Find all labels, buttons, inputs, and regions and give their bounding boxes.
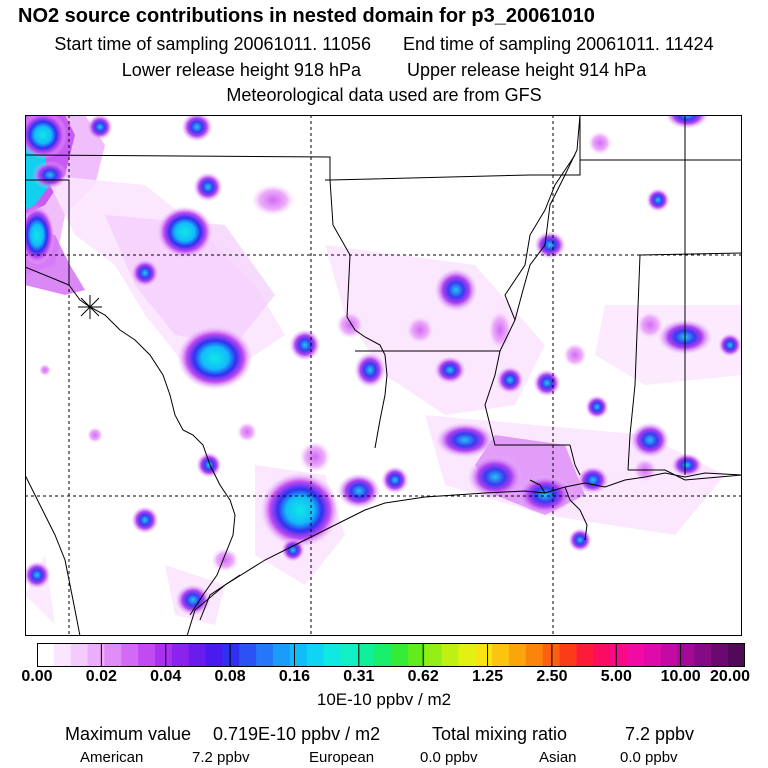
colorbar-swatch <box>306 643 325 667</box>
region-asian-value: 0.0 ppbv <box>620 749 678 766</box>
hotspots <box>25 115 742 616</box>
colorbar-swatch <box>53 643 72 667</box>
colorbar-swatch <box>576 643 594 667</box>
colorbar-swatch <box>458 643 476 667</box>
colorbar-swatch <box>492 643 510 667</box>
colorbar-swatch <box>155 643 173 667</box>
max-value: 0.719E-10 ppbv / m2 <box>213 724 381 744</box>
lower-release-label: Lower release height <box>121 60 289 80</box>
colorbar-swatch <box>424 643 443 667</box>
upper-release-label: Upper release height <box>407 60 575 80</box>
colorbar-swatch <box>256 643 274 667</box>
region-european-label: European <box>309 749 375 766</box>
colorbar-swatch <box>660 643 679 667</box>
colorbar-swatch <box>694 643 712 667</box>
colorbar-swatch <box>593 643 611 667</box>
colorbar-tick-label: 20.00 <box>709 668 751 685</box>
lat-lon-grid <box>25 115 742 636</box>
colorbar-units: 10E-10 ppbv / m2 <box>316 690 452 709</box>
colorbar-swatch <box>391 643 409 667</box>
colorbar-swatch <box>171 643 190 667</box>
country-border <box>25 284 236 636</box>
colorbar-tick-label: 0.62 <box>407 668 439 685</box>
region-american-label: American <box>80 749 144 766</box>
receptor-marker <box>78 295 102 319</box>
colorbar-swatch <box>610 643 628 667</box>
colorbar <box>37 643 745 667</box>
colorbar-swatch <box>677 643 695 667</box>
colorbar-frame <box>37 643 745 667</box>
map-title: NO2 source contributions in nested domai… <box>18 5 595 27</box>
colorbar-tick-label: 5.00 <box>600 668 632 685</box>
total-mixing-value: 7.2 ppbv <box>625 724 695 744</box>
colorbar-swatch <box>37 643 55 667</box>
sampling-info: Start time of sampling 20061011. 11056 E… <box>0 34 768 55</box>
upper-release-value: 914 hPa <box>579 60 647 80</box>
map-panel <box>25 115 742 636</box>
region-european-value: 0.0 ppbv <box>420 749 478 766</box>
colorbar-tick-label: 0.00 <box>21 668 53 685</box>
colorbar-tick-label: 0.02 <box>85 668 117 685</box>
colorbar-tick-label: 0.08 <box>214 668 246 685</box>
met-data-note: Meteorological data used are from GFS <box>226 85 542 105</box>
colorbar-swatch <box>273 643 291 667</box>
colorbar-swatch <box>643 643 662 667</box>
colorbar-swatch <box>70 643 89 667</box>
colorbar-swatch <box>357 643 375 667</box>
colorbar-swatch <box>239 643 257 667</box>
colorbar-swatch <box>374 643 392 667</box>
release-info: Lower release height 918 hPa Upper relea… <box>0 60 768 81</box>
coastline <box>186 472 742 636</box>
colorbar-swatch <box>728 643 745 667</box>
colorbar-swatch <box>323 643 341 667</box>
colorbar-tick-label: 10.00 <box>660 668 701 685</box>
colorbar-swatch <box>138 643 156 667</box>
colorbar-swatch <box>121 643 139 667</box>
colorbar-swatch <box>509 643 527 667</box>
colorbar-tick-label: 0.04 <box>150 668 182 685</box>
colorbar-swatch <box>559 643 577 667</box>
start-time-value: 20061011. 11056 <box>233 34 371 54</box>
colorbar-swatch <box>104 643 122 667</box>
state-boundaries <box>25 115 742 481</box>
colorbar-tick-label: 2.50 <box>536 668 568 685</box>
end-time-label: End time of sampling <box>403 34 572 54</box>
colorbar-swatch <box>407 643 426 667</box>
total-mixing-label: Total mixing ratio <box>432 724 568 744</box>
end-time-value: 20061011. 11424 <box>576 34 714 54</box>
colorbar-tick-label: 0.16 <box>278 668 311 685</box>
colorbar-swatch <box>475 643 493 667</box>
colorbar-swatch <box>340 643 358 667</box>
region-american-value: 7.2 ppbv <box>192 749 250 766</box>
colorbar-swatch <box>542 643 561 667</box>
colorbar-swatch <box>627 643 645 667</box>
colorbar-swatch <box>711 643 729 667</box>
start-time-label: Start time of sampling <box>54 34 229 54</box>
colorbar-swatch <box>222 643 240 667</box>
colorbar-swatch <box>289 643 308 667</box>
max-value-label: Maximum value <box>65 724 192 744</box>
lower-release-value: 918 hPa <box>293 60 361 80</box>
colorbar-swatch <box>525 643 544 667</box>
region-asian-label: Asian <box>539 749 577 766</box>
colorbar-swatch <box>205 643 223 667</box>
colorbar-swatch <box>87 643 105 667</box>
colorbar-swatch <box>188 643 207 667</box>
colorbar-tick-label: 0.31 <box>343 668 375 685</box>
colorbar-tick-label: 1.25 <box>471 668 504 685</box>
colorbar-tick-labels: 0.00 0.02 0.04 0.08 0.16 0.31 0.62 1.25 2.50 5.00… <box>0 668 768 690</box>
colorbar-swatch <box>441 643 459 667</box>
